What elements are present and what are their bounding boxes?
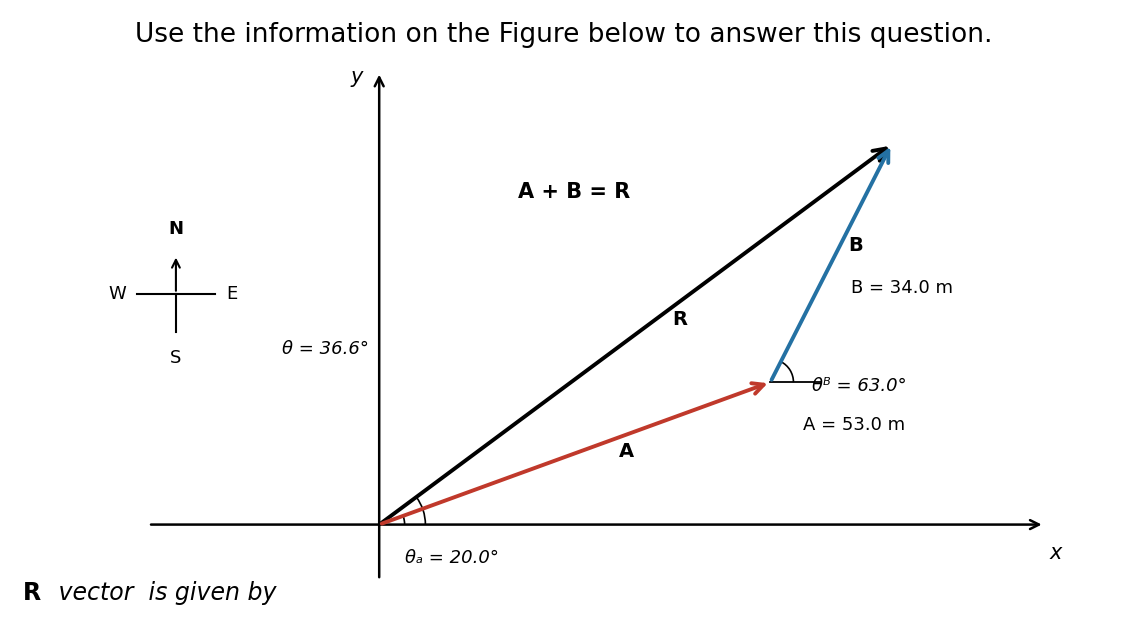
Text: E: E (226, 285, 237, 302)
Text: A = 53.0 m: A = 53.0 m (803, 416, 905, 434)
Text: θᴮ = 63.0°: θᴮ = 63.0° (812, 377, 907, 396)
Text: Use the information on the Figure below to answer this question.: Use the information on the Figure below … (135, 22, 993, 48)
Text: B: B (848, 236, 863, 255)
Text: A + B = R: A + B = R (518, 182, 631, 202)
Text: R: R (23, 581, 41, 605)
Text: y: y (350, 67, 362, 87)
Text: A: A (619, 442, 634, 461)
Text: S: S (170, 349, 182, 367)
Text: R: R (672, 310, 687, 329)
Text: θₐ = 20.0°: θₐ = 20.0° (405, 549, 499, 568)
Text: N: N (168, 220, 184, 238)
Text: vector  is given by: vector is given by (51, 581, 276, 605)
Text: W: W (108, 285, 126, 302)
Text: B = 34.0 m: B = 34.0 m (851, 279, 953, 297)
Text: x: x (1049, 543, 1061, 563)
Text: θ = 36.6°: θ = 36.6° (282, 340, 369, 358)
